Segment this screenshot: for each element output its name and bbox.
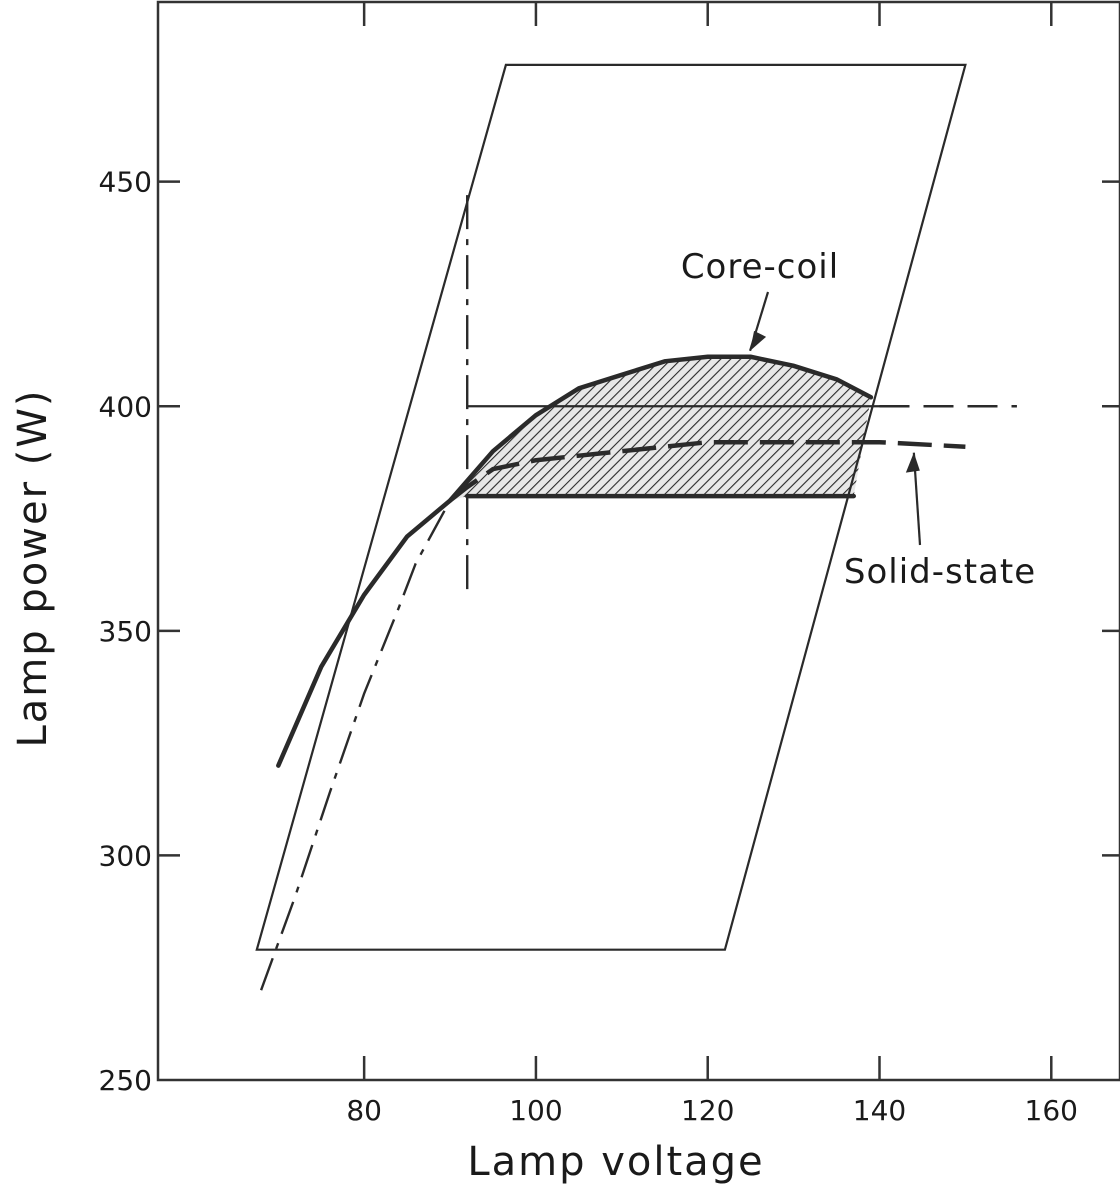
plot-frame — [156, 0, 1120, 1082]
series-solid-state-lower — [259, 500, 452, 991]
x-tick-labels: 80 100 120 140 160 — [346, 1094, 1078, 1127]
series-core-coil — [276, 354, 874, 768]
x-tick-label: 120 — [681, 1094, 734, 1127]
annotation-solid-state: Solid-state — [844, 552, 1036, 592]
y-tick-label: 300 — [99, 839, 152, 872]
annotation-core-coil: Core-coil — [681, 247, 839, 287]
series-solid-state-upper — [448, 439, 966, 503]
axis-ticks — [158, 2, 1120, 1080]
y-tick-label: 450 — [99, 166, 152, 199]
annotation-core-coil-arrowhead — [750, 330, 767, 351]
y-tick-label: 250 — [99, 1064, 152, 1097]
y-axis-title: Lamp power (W) — [10, 389, 56, 748]
operating-envelope — [255, 63, 967, 951]
annotations: Core-coil Solid-state — [681, 247, 1036, 592]
x-tick-label: 80 — [346, 1094, 382, 1127]
y-tick-label: 350 — [99, 615, 152, 648]
x-tick-label: 160 — [1025, 1094, 1078, 1127]
x-tick-label: 100 — [509, 1094, 562, 1127]
y-tick-labels: 250 300 350 400 450 — [99, 166, 152, 1097]
y-tick-label: 400 — [99, 390, 152, 423]
x-tick-label: 140 — [853, 1094, 906, 1127]
x-axis-title: Lamp voltage — [467, 1139, 764, 1185]
annotation-solid-state-arrowhead — [905, 452, 920, 473]
shaded-region — [450, 356, 871, 501]
